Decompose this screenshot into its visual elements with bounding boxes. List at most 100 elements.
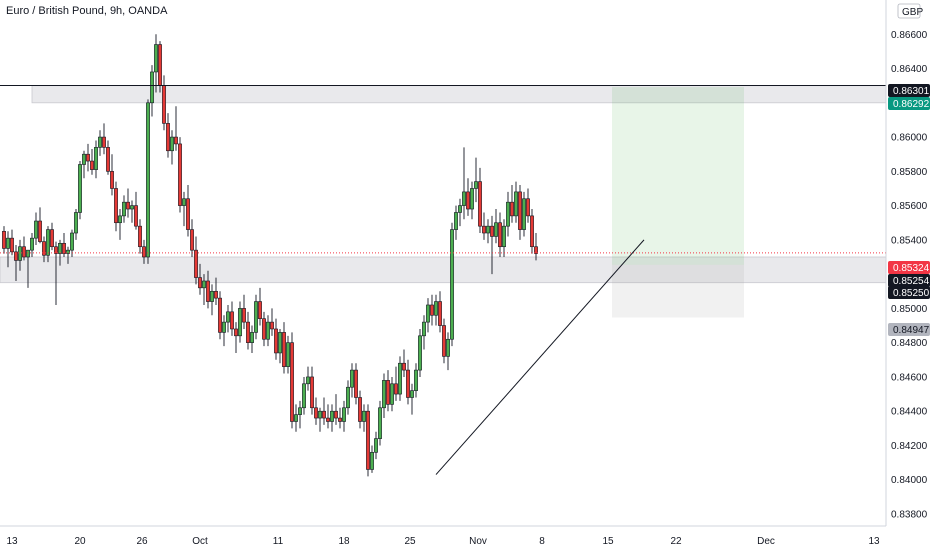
candle-body bbox=[166, 123, 170, 152]
candle-body bbox=[70, 232, 74, 251]
candle-body bbox=[130, 205, 134, 210]
candle-body bbox=[82, 153, 86, 165]
candle-body bbox=[442, 325, 446, 357]
candle bbox=[310, 366, 314, 415]
price-tick-label: 0.86400 bbox=[891, 64, 928, 75]
candle bbox=[478, 167, 482, 234]
time-tick-label: 15 bbox=[602, 536, 614, 547]
price-badge-last-price: 0.85324 bbox=[888, 261, 930, 274]
candle-body bbox=[226, 311, 230, 323]
price-badge-label: 0.86301 bbox=[893, 86, 930, 97]
candle-body bbox=[58, 242, 62, 254]
candle-body bbox=[238, 308, 242, 337]
candle-body bbox=[458, 205, 462, 213]
candle bbox=[326, 404, 330, 429]
candle bbox=[150, 65, 154, 117]
price-tick-label: 0.83800 bbox=[891, 510, 928, 521]
candle bbox=[430, 294, 434, 326]
candle-body bbox=[398, 362, 402, 395]
candle bbox=[246, 311, 250, 350]
price-badge-stop: 0.84947 bbox=[888, 323, 930, 336]
candle bbox=[18, 239, 22, 271]
candle-body bbox=[282, 332, 286, 367]
support-zone bbox=[0, 256, 887, 284]
price-axis[interactable]: 0.866000.864000.862000.860000.858000.856… bbox=[885, 0, 930, 526]
time-tick-label: 13 bbox=[6, 536, 18, 547]
time-tick-label: 20 bbox=[74, 536, 86, 547]
candle-body bbox=[346, 386, 350, 409]
candle-body bbox=[358, 397, 362, 422]
candle bbox=[462, 147, 466, 220]
candle bbox=[394, 366, 398, 401]
candle bbox=[334, 394, 338, 425]
candle-body bbox=[46, 229, 50, 256]
candle bbox=[530, 209, 534, 254]
currency-label: GBP bbox=[902, 7, 923, 18]
candle bbox=[90, 149, 94, 175]
candle bbox=[406, 359, 410, 405]
candle-body bbox=[410, 390, 414, 398]
candle bbox=[258, 287, 262, 326]
candle bbox=[134, 191, 138, 230]
price-tick-label: 0.84000 bbox=[891, 475, 928, 486]
candle bbox=[378, 400, 382, 446]
candle bbox=[486, 219, 490, 244]
price-tick-label: 0.85800 bbox=[891, 167, 928, 178]
time-tick-label: 25 bbox=[404, 536, 416, 547]
candle bbox=[262, 311, 266, 347]
candle bbox=[154, 34, 158, 93]
candle-body bbox=[338, 417, 342, 422]
candle bbox=[290, 332, 294, 429]
candle bbox=[142, 239, 146, 264]
candle-body bbox=[382, 380, 386, 409]
candle bbox=[494, 209, 498, 244]
candle bbox=[450, 222, 454, 347]
candle-body bbox=[194, 249, 198, 278]
candle bbox=[170, 130, 174, 165]
candle-body bbox=[326, 417, 330, 422]
candle bbox=[274, 318, 278, 360]
candle-body bbox=[466, 191, 470, 210]
candle-body bbox=[18, 246, 22, 261]
candle bbox=[38, 207, 42, 244]
candle-body bbox=[530, 215, 534, 248]
candles-layer bbox=[2, 34, 538, 477]
candle bbox=[162, 75, 166, 131]
candle bbox=[422, 315, 426, 350]
candle-body bbox=[2, 231, 6, 249]
candle-body bbox=[190, 229, 194, 251]
candle bbox=[426, 298, 430, 333]
candle-body bbox=[138, 225, 142, 248]
candle bbox=[54, 241, 58, 305]
candle-body bbox=[98, 136, 102, 148]
candle-body bbox=[522, 198, 526, 230]
candle bbox=[34, 212, 38, 246]
candle-body bbox=[302, 383, 306, 409]
candle-body bbox=[118, 215, 122, 224]
candle bbox=[374, 431, 378, 460]
candle bbox=[298, 400, 302, 429]
candle-body bbox=[498, 222, 502, 248]
candle-body bbox=[270, 321, 274, 330]
candle-body bbox=[66, 249, 70, 254]
candle-body bbox=[50, 229, 54, 248]
candle-body bbox=[206, 280, 210, 302]
candle bbox=[490, 215, 494, 275]
candle bbox=[102, 123, 106, 155]
candle-body bbox=[86, 153, 90, 162]
time-axis[interactable]: 13 20 26 Oct 11 18 25 Nov 8 15 22 Dec 13 bbox=[0, 525, 886, 547]
candle bbox=[26, 249, 30, 288]
price-badge-resistance: 0.86301 bbox=[888, 84, 930, 97]
candle-body bbox=[146, 102, 150, 258]
candle bbox=[266, 315, 270, 347]
candle-body bbox=[278, 332, 282, 354]
candle bbox=[190, 219, 194, 258]
candle bbox=[358, 390, 362, 429]
candle-body bbox=[518, 191, 522, 230]
candle bbox=[498, 212, 502, 258]
candle bbox=[66, 246, 70, 264]
price-badge-entry: 0.85254 bbox=[888, 274, 930, 287]
candle-body bbox=[114, 188, 118, 224]
candle-body bbox=[470, 188, 474, 210]
